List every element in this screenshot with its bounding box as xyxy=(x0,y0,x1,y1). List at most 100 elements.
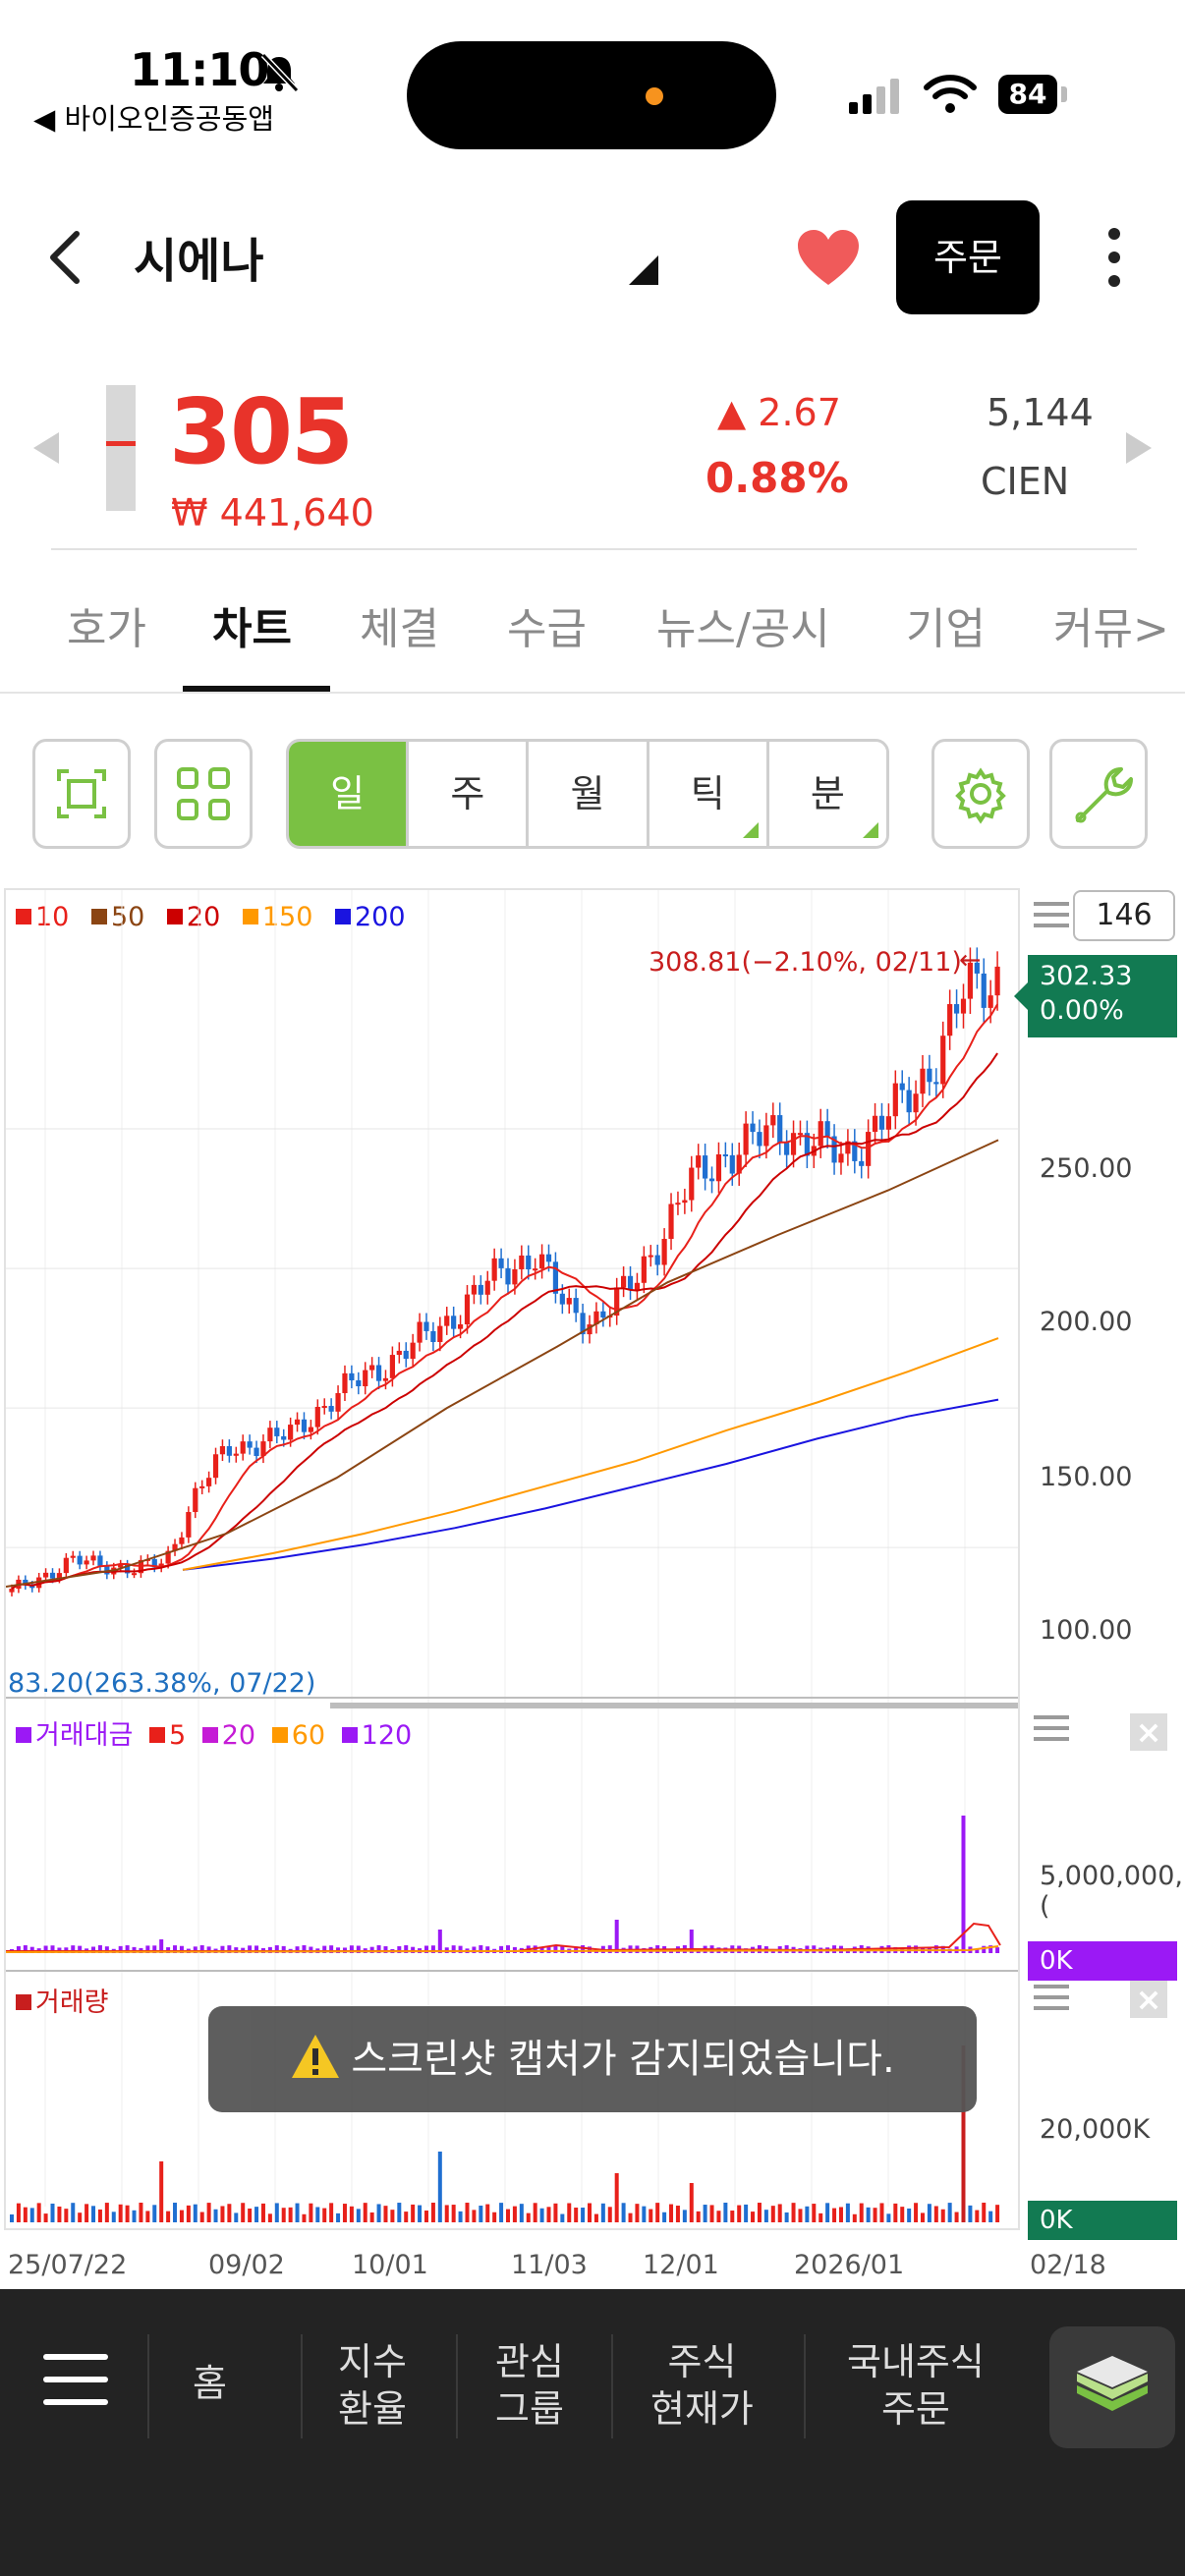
volume-bar xyxy=(975,2210,980,2222)
volume-bar xyxy=(329,2203,334,2222)
fullscreen-icon xyxy=(57,769,106,818)
favorite-heart-icon[interactable] xyxy=(796,228,861,287)
x-axis-label: 2026/01 xyxy=(794,2250,905,2280)
x-axis-label: 10/01 xyxy=(352,2250,428,2280)
nav-home[interactable]: 홈 xyxy=(193,2362,227,2405)
tab-trades[interactable]: 체결 xyxy=(360,604,439,654)
volume-bar xyxy=(988,2211,993,2222)
nav-index[interactable]: 지수 환율 xyxy=(338,2338,407,2433)
legend-ma10: 10 xyxy=(35,902,70,932)
candle-body xyxy=(464,1294,471,1325)
candle-body xyxy=(892,1083,898,1117)
next-stock-icon[interactable] xyxy=(1124,430,1154,466)
candle-body xyxy=(63,1557,69,1574)
candle-body xyxy=(933,1082,939,1085)
volume-bar xyxy=(689,2183,694,2222)
candle-body xyxy=(634,1282,641,1291)
candle-body xyxy=(682,1200,688,1204)
price-change: ▲ 2.67 xyxy=(717,391,841,434)
nav-domestic-order[interactable]: 국내주식 주문 xyxy=(847,2338,985,2433)
volume-bar xyxy=(376,2204,381,2222)
value-bar xyxy=(472,1946,477,1953)
tab-chart[interactable]: 차트 xyxy=(212,604,292,654)
dropdown-triangle-icon[interactable] xyxy=(629,255,658,285)
tab-community[interactable]: 커뮤> xyxy=(1053,604,1169,654)
candle-body xyxy=(240,1441,246,1454)
volume-bar xyxy=(614,2173,619,2222)
nav-separator xyxy=(147,2334,149,2438)
candle-body xyxy=(552,1261,559,1294)
candle-body xyxy=(661,1238,667,1265)
volume-bar xyxy=(933,2206,938,2222)
more-menu-icon[interactable] xyxy=(1100,226,1128,289)
nav-current-price[interactable]: 주식 현재가 xyxy=(650,2338,754,2433)
candle-body xyxy=(56,1573,63,1579)
volume-bar xyxy=(852,2213,857,2222)
period-week[interactable]: 주 xyxy=(406,742,527,846)
volume-bar xyxy=(234,2212,239,2222)
candle-body xyxy=(186,1512,192,1538)
candle-body xyxy=(484,1280,490,1295)
tab-hoga[interactable]: 호가 xyxy=(67,604,146,654)
pane-menu-icon[interactable] xyxy=(1034,902,1069,929)
back-to-app-link[interactable]: ◀ 바이오인증공동앱 xyxy=(33,102,274,136)
nav-index-line2: 환율 xyxy=(338,2387,407,2431)
value-bar xyxy=(995,1947,1000,1953)
volume-bar xyxy=(97,2209,102,2222)
volume-bar xyxy=(139,2203,143,2222)
tab-supply[interactable]: 수급 xyxy=(507,604,587,654)
price-change-percent: 0.88% xyxy=(705,454,849,502)
candle-body xyxy=(254,1447,259,1457)
value-legend: 거래대금 5 20 60 120 xyxy=(16,1713,420,1752)
volume-bar xyxy=(662,2212,667,2222)
close-pane-icon[interactable]: × xyxy=(1130,1713,1167,1751)
volume-bar xyxy=(954,2212,959,2222)
candle-body xyxy=(505,1267,511,1285)
period-minute-label: 분 xyxy=(810,772,845,815)
period-minute[interactable]: 분 xyxy=(765,742,886,846)
candle-body xyxy=(736,1154,742,1174)
period-day[interactable]: 일 xyxy=(289,742,407,846)
order-button[interactable]: 주문 xyxy=(896,200,1040,314)
value-bar xyxy=(16,1946,21,1953)
chart-settings-button[interactable] xyxy=(931,739,1030,849)
candle-body xyxy=(878,1115,885,1130)
candle-body xyxy=(193,1487,198,1513)
nav-watchlist[interactable]: 관심 그룹 xyxy=(495,2338,564,2433)
volume-bar xyxy=(418,2205,423,2222)
divider xyxy=(51,548,1137,550)
candle-body xyxy=(763,1125,769,1147)
back-arrow-icon[interactable] xyxy=(43,228,86,287)
visible-count-box[interactable]: 146 xyxy=(1073,890,1175,941)
volume-bar xyxy=(968,2205,973,2222)
volume-bar xyxy=(770,2206,775,2222)
layers-button[interactable] xyxy=(1049,2326,1175,2448)
value-bar xyxy=(458,1945,463,1953)
candle-body xyxy=(471,1284,478,1295)
volume-bar xyxy=(472,2210,477,2222)
period-month[interactable]: 월 xyxy=(526,742,647,846)
period-tick[interactable]: 틱 xyxy=(646,742,766,846)
legend-swatch xyxy=(16,1727,31,1743)
volume-bar xyxy=(465,2203,470,2222)
tab-news[interactable]: 뉴스/공시 xyxy=(656,604,830,654)
layout-grid-button[interactable] xyxy=(154,739,253,849)
pane-menu-icon[interactable] xyxy=(1034,1715,1069,1743)
chart-area[interactable] xyxy=(4,888,1020,2230)
volume-bar xyxy=(621,2203,626,2222)
candle-body xyxy=(396,1350,402,1356)
volume-bar xyxy=(751,2212,756,2222)
candle-body xyxy=(335,1393,341,1412)
close-pane-icon[interactable]: × xyxy=(1130,1981,1167,2018)
tab-company[interactable]: 기업 xyxy=(906,604,986,654)
prev-stock-icon[interactable] xyxy=(31,430,61,466)
pane-menu-icon[interactable] xyxy=(1034,1985,1069,2012)
fullscreen-button[interactable] xyxy=(32,739,131,849)
volume-bar xyxy=(173,2203,178,2222)
candle-body xyxy=(797,1133,804,1136)
volume-bar xyxy=(125,2205,130,2222)
value-bar xyxy=(506,1945,510,1953)
drawing-tools-button[interactable] xyxy=(1049,739,1148,849)
hamburger-menu-icon[interactable] xyxy=(41,2350,110,2409)
period-month-label: 월 xyxy=(570,772,605,815)
